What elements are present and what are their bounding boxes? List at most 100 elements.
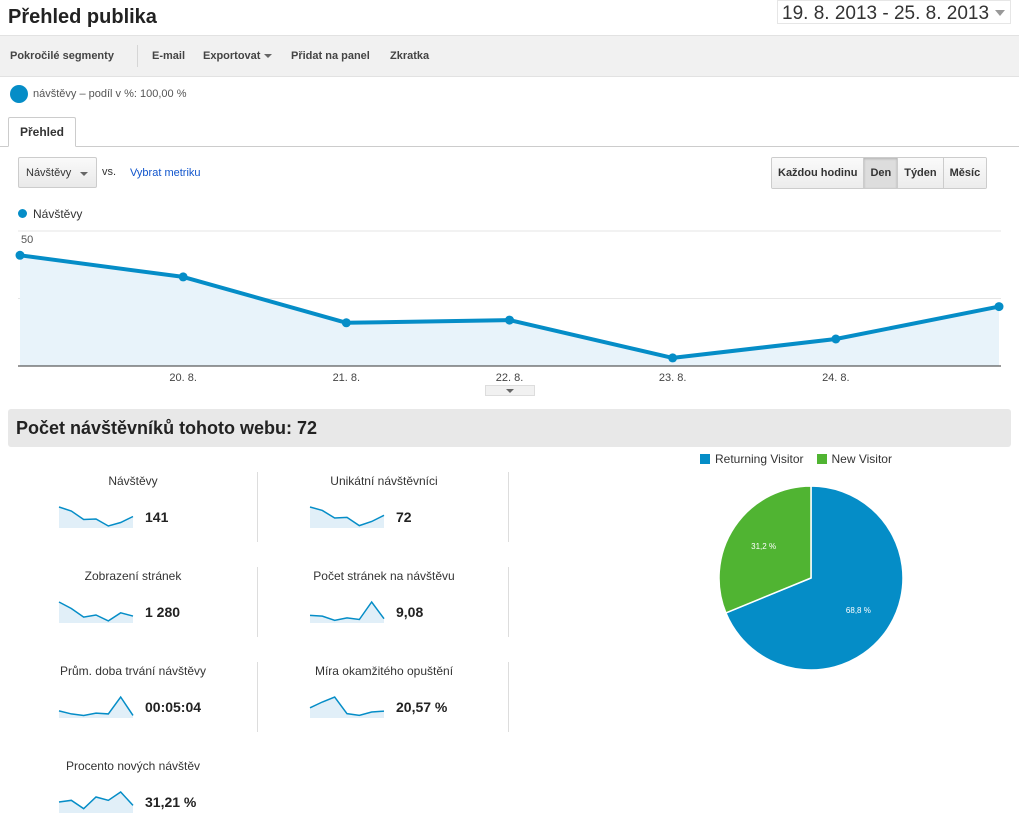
sparkline (58, 695, 134, 718)
sparkline (58, 791, 134, 813)
sparkline-area (310, 697, 384, 718)
sparkline (309, 506, 385, 528)
tile-divider (508, 472, 509, 542)
sparkline (58, 601, 134, 623)
email-button[interactable]: E-mail (152, 50, 186, 62)
sparkline-line (309, 506, 385, 527)
metric-value: 141 (145, 509, 169, 525)
visitor-type-pie-chart[interactable]: 68,8 % 31,2 % (710, 478, 910, 678)
interval-month-button[interactable]: Měsíc (942, 158, 987, 188)
report-toolbar: Pokročilé segmenty E-mail Exportovat Při… (0, 35, 1019, 77)
vs-label: vs. (102, 166, 117, 178)
data-point[interactable] (994, 302, 1004, 312)
data-point[interactable] (178, 272, 188, 282)
metric-label: Návštěvy (108, 474, 158, 488)
pie-legend-item-returning: Returning Visitor (700, 452, 804, 466)
interval-switcher: Každou hodinu Den Týden Měsíc (771, 157, 988, 189)
metric-select[interactable]: Návštěvy (18, 157, 97, 188)
legend-label: Návštěvy (33, 207, 83, 221)
caret-down-icon (80, 172, 88, 176)
pie-legend-item-new: New Visitor (816, 452, 892, 466)
tile-divider (257, 567, 258, 637)
series-area (20, 255, 999, 366)
sparkline-line (58, 791, 134, 810)
y-tick-label: 50 (21, 234, 33, 246)
chevron-down-icon[interactable] (995, 10, 1005, 16)
interval-hourly-button[interactable]: Každou hodinu (772, 158, 864, 188)
metric-label: Unikátní návštěvníci (330, 474, 438, 488)
pie-slice[interactable] (718, 485, 812, 614)
chart-collapse-handle[interactable] (485, 385, 535, 396)
pie-legend-label: Returning Visitor (715, 452, 804, 466)
data-point[interactable] (668, 353, 678, 363)
pie-slice-label: 31,2 % (751, 542, 776, 551)
add-to-dashboard-button[interactable]: Přidat na panel (291, 50, 370, 62)
x-tick-label: 21. 8. (333, 372, 361, 384)
metric-value: 9,08 (396, 604, 424, 620)
pie-slice[interactable] (724, 485, 904, 671)
tabs-divider (0, 146, 1019, 147)
sparkline (309, 600, 385, 623)
metric-label: Počet stránek na návštěvu (313, 569, 455, 583)
tile-divider (508, 662, 509, 732)
date-range-text: 19. 8. 2013 - 25. 8. 2013 (782, 3, 990, 24)
data-point[interactable] (341, 318, 351, 328)
metric-label: Zobrazení stránek (84, 569, 182, 583)
sparkline-line (58, 601, 134, 622)
metric-value: 00:05:04 (145, 699, 202, 715)
legend-swatch (816, 453, 827, 464)
export-button[interactable]: Exportovat (203, 50, 273, 62)
sparkline-area (59, 792, 133, 813)
metric-label: Procento nových návštěv (65, 759, 201, 773)
metric-tile[interactable]: Unikátní návštěvníci 72 (259, 472, 509, 542)
metric-value: 1 280 (145, 604, 181, 620)
pie-legend: Returning Visitor New Visitor (700, 452, 905, 466)
toolbar-divider (137, 45, 138, 67)
tile-divider (257, 662, 258, 732)
x-tick-label: 22. 8. (496, 372, 524, 384)
x-tick-label: 20. 8. (169, 372, 197, 384)
interval-day-button[interactable]: Den (863, 158, 898, 188)
segment-label: návštěvy – podíl v %: 100,00 % (33, 88, 187, 100)
sparkline-area (310, 602, 384, 623)
chart-legend: Návštěvy (18, 207, 82, 221)
data-point[interactable] (505, 315, 514, 325)
pie-legend-label: New Visitor (831, 452, 892, 466)
metric-value: 20,57 % (396, 699, 448, 715)
data-point[interactable] (15, 250, 25, 260)
sparkline (58, 506, 134, 528)
tile-divider (257, 472, 258, 542)
metric-label: Míra okamžitého opuštění (314, 664, 454, 678)
x-tick-label: 24. 8. (822, 372, 850, 384)
caret-down-icon (506, 389, 514, 393)
sparkline-area (59, 697, 133, 718)
summary-title: Počet návštěvníků tohoto webu: 72 (8, 409, 1011, 447)
sparkline-line (58, 695, 134, 717)
sparkline-line (309, 600, 385, 622)
shortcut-button[interactable]: Zkratka (390, 50, 430, 62)
metric-tile[interactable]: Počet stránek na návštěvu 9,08 (259, 567, 509, 637)
advanced-segments-button[interactable]: Pokročilé segmenty (10, 50, 114, 62)
tab-overview[interactable]: Přehled (8, 117, 76, 147)
metric-tile[interactable]: Návštěvy 141 (8, 472, 258, 542)
interval-week-button[interactable]: Týden (897, 158, 943, 188)
metric-label: Prům. doba trvání návštěvy (59, 664, 207, 678)
metric-tile[interactable]: Prům. doba trvání návštěvy 00:05:04 (8, 662, 258, 732)
metric-select-value: Návštěvy (26, 167, 72, 179)
visits-line-chart[interactable]: 502520. 8.21. 8.22. 8.23. 8.24. 8. (0, 225, 1019, 385)
tile-divider (508, 567, 509, 637)
date-range-picker[interactable]: 19. 8. 2013 - 25. 8. 2013 (777, 0, 1011, 24)
metric-tile[interactable]: Procento nových návštěv 31,21 % (8, 757, 258, 813)
page-title: Přehled publika (8, 6, 157, 28)
metric-tile[interactable]: Zobrazení stránek 1 280 (8, 567, 258, 637)
metric-value: 72 (396, 509, 412, 525)
export-label: Exportovat (203, 50, 261, 62)
legend-swatch (18, 209, 27, 219)
select-metric-link[interactable]: Vybrat metriku (130, 167, 201, 179)
metric-tile[interactable]: Míra okamžitého opuštění 20,57 % (259, 662, 509, 732)
pie-slice-label: 68,8 % (846, 606, 871, 615)
segment-pie-icon (10, 85, 28, 103)
caret-down-icon (264, 54, 273, 59)
data-point[interactable] (831, 334, 841, 344)
legend-swatch (700, 453, 710, 464)
